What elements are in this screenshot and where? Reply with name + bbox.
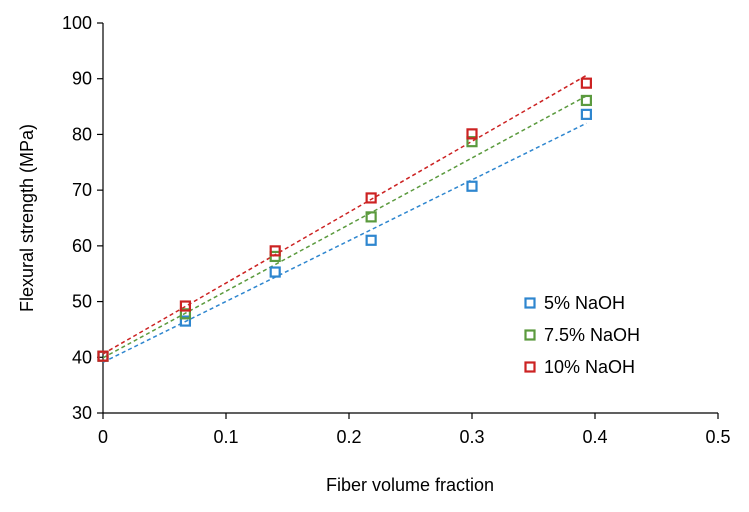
legend: 5% NaOH 7.5% NaOH 10% NaOH	[524, 293, 640, 377]
y-ticks: 30 40 50 60 70 80 90 100	[62, 13, 103, 423]
data-point	[466, 136, 478, 148]
x-ticks: 0 0.1 0.2 0.3 0.4 0.5	[98, 413, 731, 447]
x-tick-label: 0.4	[582, 427, 607, 447]
data-point	[97, 350, 109, 362]
x-axis-title: Fiber volume fraction	[326, 475, 494, 495]
y-tick-label: 70	[72, 180, 92, 200]
data-point	[179, 315, 192, 327]
y-tick-label: 50	[72, 292, 92, 312]
trendline	[102, 95, 587, 359]
data-point	[365, 211, 377, 223]
trendline	[102, 122, 587, 363]
x-tick-label: 0.2	[336, 427, 361, 447]
data-point	[269, 245, 281, 257]
legend-label: 5% NaOH	[544, 293, 625, 313]
data-point	[365, 234, 377, 246]
legend-marker	[524, 329, 536, 341]
data-point	[365, 192, 377, 204]
data-points	[97, 77, 592, 362]
legend-marker	[524, 361, 536, 373]
legend-label: 10% NaOH	[544, 357, 635, 377]
y-tick-label: 80	[72, 124, 92, 144]
legend-marker	[524, 297, 536, 309]
trendlines	[102, 74, 587, 363]
data-point	[580, 77, 592, 89]
trendline	[102, 74, 587, 355]
data-point	[466, 128, 478, 140]
y-tick-label: 40	[72, 347, 92, 367]
x-tick-label: 0.3	[459, 427, 484, 447]
y-tick-label: 90	[72, 69, 92, 89]
x-tick-label: 0.5	[705, 427, 730, 447]
data-point	[580, 94, 592, 107]
y-axis-title: Flexural strength (MPa)	[17, 124, 37, 312]
data-point	[179, 300, 192, 312]
data-point	[466, 180, 478, 192]
y-tick-label: 30	[72, 403, 92, 423]
y-tick-label: 100	[62, 13, 92, 33]
axes	[102, 23, 718, 414]
data-point	[269, 266, 281, 278]
data-point	[580, 108, 592, 120]
x-tick-label: 0.1	[213, 427, 238, 447]
x-tick-label: 0	[98, 427, 108, 447]
y-tick-label: 60	[72, 236, 92, 256]
legend-label: 7.5% NaOH	[544, 325, 640, 345]
data-point	[179, 308, 192, 320]
